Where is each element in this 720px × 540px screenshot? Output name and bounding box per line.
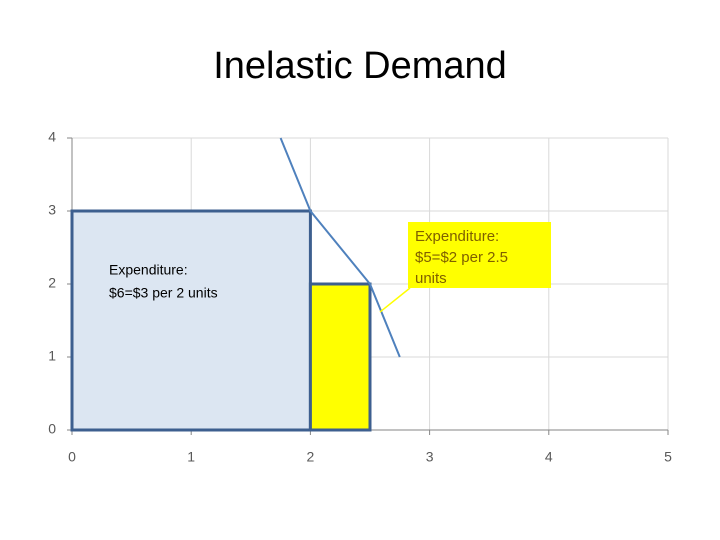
x-tick-label: 0 [68, 449, 76, 465]
rect-note: $6=$3 per 2 units [109, 285, 218, 301]
expenditure-rect [308, 282, 372, 432]
expenditure-rect [70, 209, 312, 432]
y-tick-label: 1 [48, 348, 56, 364]
chart-title: Inelastic Demand [213, 45, 507, 87]
callout-box [408, 222, 551, 288]
x-tick-label: 1 [187, 449, 195, 465]
callout-leader [379, 287, 411, 313]
callout-text: Expenditure: [415, 228, 499, 245]
callout-text: units [415, 270, 447, 287]
rect-note: Expenditure: [109, 262, 188, 278]
x-tick-label: 2 [307, 449, 315, 465]
y-tick-label: 2 [48, 275, 56, 291]
y-tick-label: 3 [48, 202, 56, 218]
y-tick-label: 4 [48, 129, 56, 145]
x-tick-label: 3 [426, 449, 434, 465]
x-tick-label: 4 [545, 449, 553, 465]
callout-text: $5=$2 per 2.5 [415, 249, 508, 266]
x-tick-label: 5 [664, 449, 672, 465]
demand-line [279, 137, 401, 358]
y-tick-label: 0 [48, 421, 56, 437]
